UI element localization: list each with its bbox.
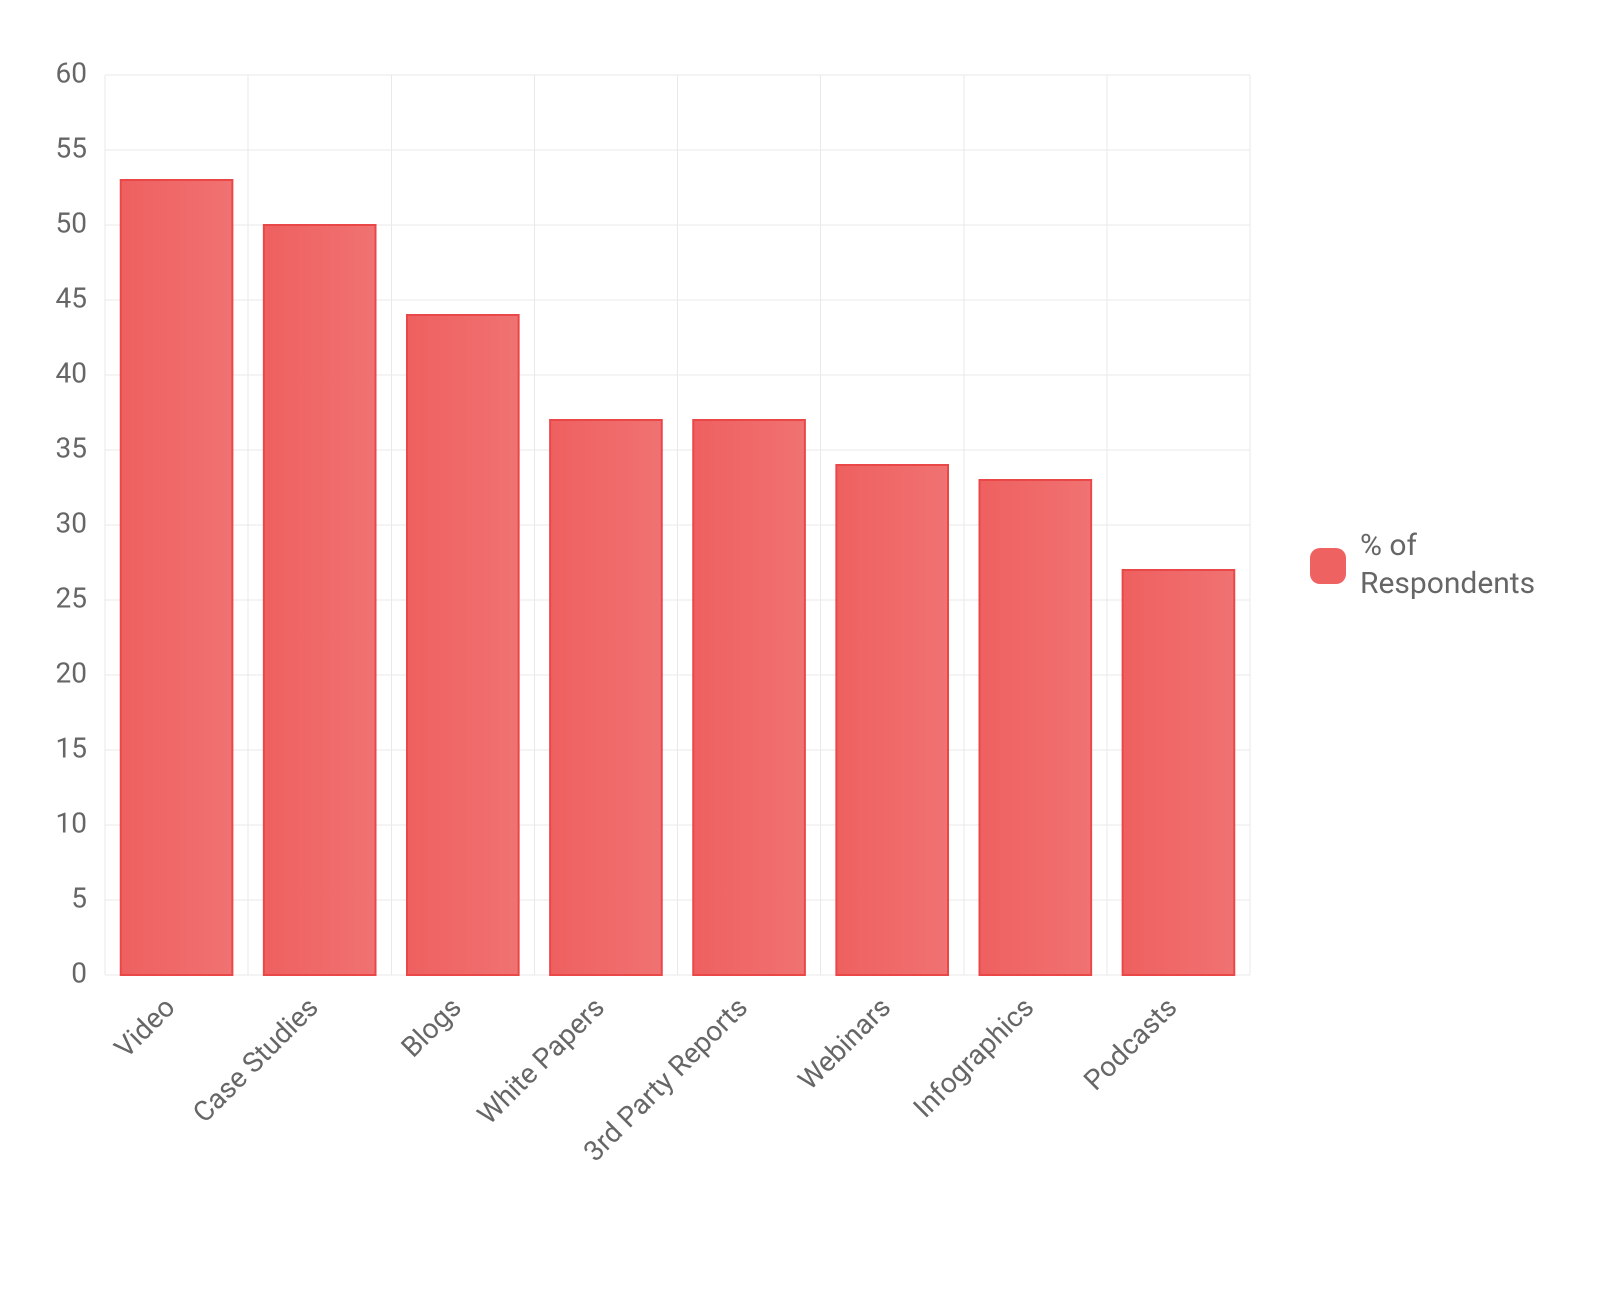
bar <box>264 225 376 975</box>
y-tick-label: 25 <box>56 581 87 614</box>
y-tick-label: 40 <box>56 356 87 389</box>
bar <box>836 465 948 975</box>
y-tick-label: 0 <box>71 956 87 989</box>
y-tick-label: 30 <box>56 506 87 539</box>
bar <box>407 315 519 975</box>
y-tick-label: 35 <box>56 431 87 464</box>
y-tick-label: 10 <box>56 806 87 839</box>
bar <box>979 480 1091 975</box>
y-tick-label: 15 <box>56 731 87 764</box>
y-tick-label: 5 <box>71 881 87 914</box>
bar <box>1123 570 1235 975</box>
bar <box>121 180 233 975</box>
y-tick-label: 45 <box>56 281 87 314</box>
y-tick-label: 20 <box>56 656 87 689</box>
y-tick-label: 50 <box>56 206 87 239</box>
y-tick-label: 55 <box>56 131 87 164</box>
y-tick-label: 60 <box>56 56 87 89</box>
legend-swatch <box>1310 548 1346 584</box>
bar <box>550 420 662 975</box>
bar <box>693 420 805 975</box>
respondents-bar-chart: 051015202530354045505560VideoCase Studie… <box>0 0 1600 1293</box>
